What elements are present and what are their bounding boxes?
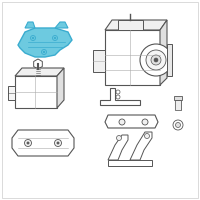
- Bar: [15, 76, 57, 108]
- Circle shape: [57, 142, 59, 144]
- Circle shape: [32, 37, 34, 39]
- Polygon shape: [167, 44, 172, 76]
- Circle shape: [116, 136, 122, 140]
- Polygon shape: [105, 115, 158, 128]
- Bar: [93, 50, 105, 72]
- Polygon shape: [34, 59, 42, 69]
- Circle shape: [54, 140, 62, 146]
- Circle shape: [27, 142, 29, 144]
- Circle shape: [52, 36, 58, 40]
- Polygon shape: [15, 68, 64, 76]
- Polygon shape: [160, 20, 167, 85]
- Bar: [174, 96, 182, 100]
- Circle shape: [116, 95, 120, 99]
- Circle shape: [144, 134, 150, 138]
- Bar: [105, 30, 160, 85]
- Circle shape: [42, 49, 46, 54]
- Circle shape: [142, 119, 148, 125]
- Circle shape: [140, 44, 172, 76]
- Circle shape: [176, 122, 180, 128]
- Polygon shape: [25, 22, 35, 28]
- Polygon shape: [57, 68, 64, 108]
- Polygon shape: [12, 130, 74, 156]
- Polygon shape: [100, 88, 140, 105]
- Circle shape: [154, 58, 158, 62]
- Polygon shape: [105, 20, 167, 30]
- Circle shape: [54, 37, 56, 39]
- Polygon shape: [55, 22, 68, 28]
- Circle shape: [30, 36, 36, 40]
- Circle shape: [119, 119, 125, 125]
- Circle shape: [146, 50, 166, 70]
- Bar: [175, 100, 181, 110]
- Circle shape: [151, 55, 161, 65]
- Polygon shape: [108, 135, 128, 160]
- Bar: [108, 160, 152, 166]
- Polygon shape: [130, 132, 152, 160]
- Polygon shape: [18, 28, 72, 57]
- Circle shape: [116, 90, 120, 94]
- Circle shape: [24, 140, 32, 146]
- Circle shape: [43, 51, 45, 53]
- Bar: [118, 20, 143, 30]
- Circle shape: [173, 120, 183, 130]
- Bar: [8, 86, 15, 100]
